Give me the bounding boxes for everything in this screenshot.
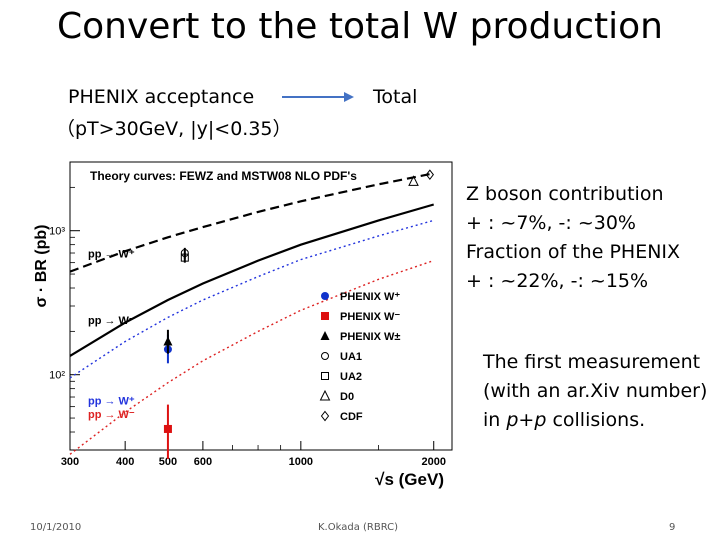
data-point-2 [163, 336, 173, 346]
z-boson-notes: Z boson contribution + : ~7%, -: ~30% Fr… [466, 180, 680, 296]
legend-label-4: UA2 [340, 371, 362, 383]
note-line: (with an ar.Xiv number) [483, 380, 708, 402]
data-point-1 [163, 424, 172, 433]
y-tick-label: 10³ [49, 226, 65, 238]
legend-marker-2 [320, 331, 330, 340]
data-point-4 [180, 253, 189, 262]
arrow-right-icon [282, 92, 354, 102]
legend-label-1: PHENIX W⁻ [340, 311, 400, 323]
acceptance-cuts: （pТ>30GeV, |y|<0.35） [56, 118, 292, 140]
y-axis-label: σ · BR (pb) [33, 225, 50, 308]
note-line: in p+p collisions. [483, 409, 646, 431]
series-label-2: pp → W⁺ [88, 396, 135, 408]
legend-marker-0 [321, 292, 329, 300]
note-line: Z boson contribution [466, 183, 664, 205]
y-tick-label: 10² [49, 370, 65, 382]
note-line: Fraction of the PHENIX [466, 241, 681, 263]
series-label-3: pp → W⁻ [88, 409, 135, 421]
legend-marker-3 [321, 352, 329, 360]
legend-label-5: D0 [340, 391, 354, 403]
footer-date: 10/1/2010 [30, 522, 82, 533]
legend-label-2: PHENIX W± [340, 331, 400, 343]
legend-marker-4 [321, 372, 329, 380]
legend-marker-1 [321, 312, 329, 320]
slide-title: Convert to the total W production [56, 6, 663, 47]
note-line: + : ~22%, -: ~15% [466, 270, 649, 292]
x-tick-label: 300 [61, 456, 79, 468]
legend-marker-6 [320, 410, 330, 422]
legend-label-6: CDF [340, 411, 363, 423]
cross-section-chart: 10² 10³ 300 400 500 600 1000 2000 √s (GeV) σ · BR… [33, 161, 453, 489]
chart-title: Theory curves: FEWZ and MSTW08 NLO PDF's [90, 169, 357, 183]
series-line-0 [69, 172, 434, 273]
first-measurement-note: The first measurement (with an ar.Xiv nu… [483, 348, 707, 435]
x-axis-label: √s (GeV) [375, 470, 444, 489]
total-label: Total [373, 86, 418, 108]
data-point-6 [425, 169, 434, 180]
series-line-1 [69, 203, 435, 357]
series-label-1: pp → W⁻ [88, 315, 135, 327]
x-tick-label: 500 [159, 456, 177, 468]
x-tick-label: 400 [116, 456, 134, 468]
legend-label-3: UA1 [340, 351, 362, 363]
legend-marker-5 [319, 389, 331, 401]
series-label-0: pp → W⁺ [88, 249, 135, 261]
note-line: + : ~7%, -: ~30% [466, 212, 636, 234]
acceptance-label: PHENIX acceptance [68, 86, 255, 108]
note-line: The first measurement [483, 351, 701, 373]
footer-page-number: 9 [669, 522, 676, 533]
x-tick-label: 600 [194, 456, 212, 468]
footer-author: K.Okada (RBRC) [318, 522, 399, 533]
x-tick-label: 2000 [421, 456, 445, 468]
series-line-3 [69, 259, 434, 455]
data-point-5 [408, 175, 419, 186]
x-tick-label: 1000 [289, 456, 313, 468]
legend-label-0: PHENIX W⁺ [340, 291, 400, 303]
